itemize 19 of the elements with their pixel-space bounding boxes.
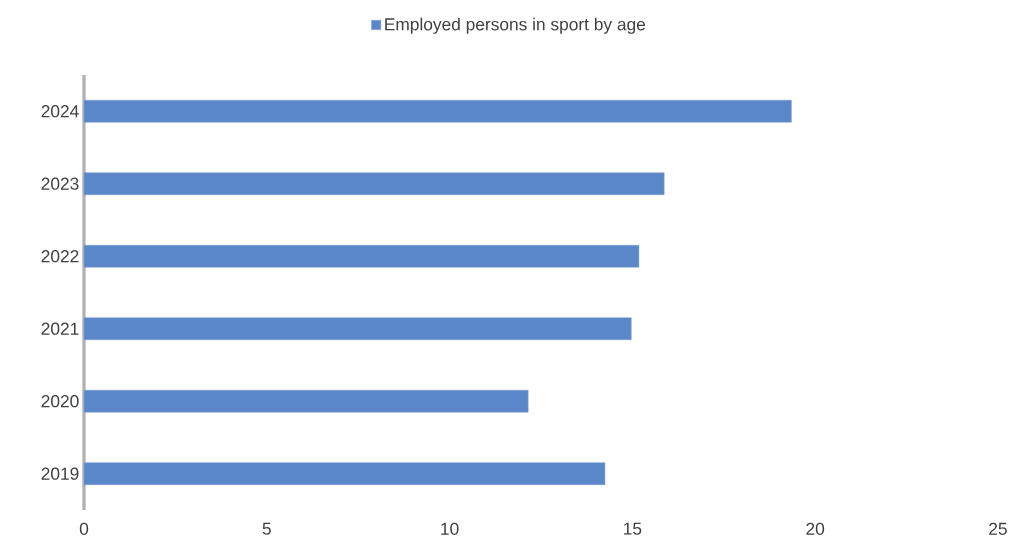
x-tick-label: 0: [79, 522, 89, 535]
x-tick-label: 25: [989, 522, 1007, 535]
legend-label: Employed persons in sport by age: [385, 17, 646, 34]
x-tick-label: 20: [806, 522, 825, 535]
bar: [83, 244, 640, 268]
y-tick-label: 2019: [41, 467, 79, 480]
y-tick-label: 2024: [41, 105, 79, 118]
y-tick-label: 2023: [41, 177, 79, 190]
y-tick-label: 2021: [41, 322, 79, 335]
x-tick-label: 10: [441, 522, 459, 535]
bar: [83, 172, 665, 196]
bar: [83, 99, 792, 123]
y-tick-label: 2022: [41, 250, 79, 263]
bar: [83, 317, 632, 340]
bar: [83, 389, 529, 413]
bar: [83, 462, 606, 485]
x-tick-label: 5: [262, 522, 271, 535]
x-tick-label: 15: [624, 522, 642, 535]
y-tick-label: 2020: [41, 395, 79, 408]
